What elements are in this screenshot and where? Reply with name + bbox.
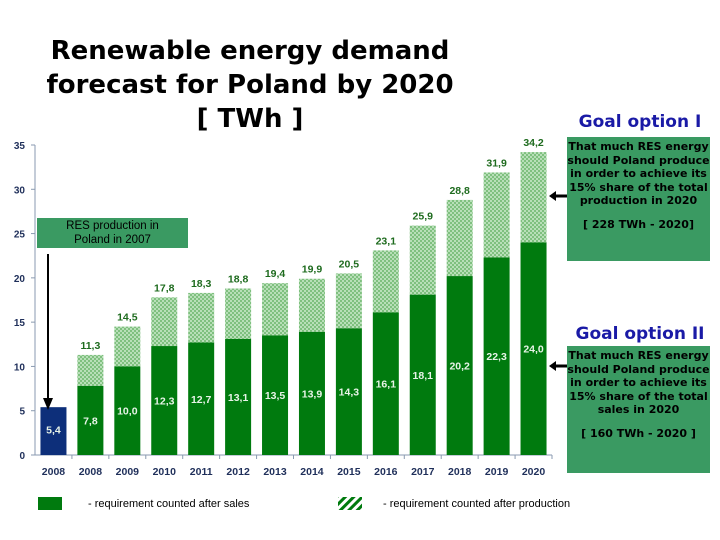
bar-value-label: 13,1 bbox=[228, 392, 249, 404]
legend-label-sales: - requirement counted after sales bbox=[88, 498, 250, 510]
bar-value-label: 13,5 bbox=[265, 390, 286, 402]
bar-total-label: 28,8 bbox=[449, 185, 470, 197]
y-tick-label: 0 bbox=[19, 451, 25, 462]
bar-total-label: 19,9 bbox=[302, 264, 323, 276]
bar-sales-requirement bbox=[298, 331, 325, 455]
x-tick-label: 2020 bbox=[522, 466, 546, 478]
bar-production-requirement bbox=[446, 199, 473, 277]
goal-option-2-title: Goal option II bbox=[575, 324, 705, 344]
chart-title: Renewable energy demand forecast for Pol… bbox=[30, 34, 470, 136]
x-tick-label: 2014 bbox=[300, 466, 324, 478]
bar-sales-requirement bbox=[77, 385, 104, 455]
bar-production-requirement bbox=[483, 172, 510, 258]
x-tick-label: 2017 bbox=[411, 466, 435, 478]
bar-total-label: 25,9 bbox=[413, 211, 434, 223]
title-line: forecast for Poland by 2020 bbox=[46, 70, 454, 100]
goal-option-1-title: Goal option I bbox=[578, 112, 702, 132]
bar-sales-requirement bbox=[188, 342, 215, 455]
bar-total-label: 34,2 bbox=[523, 137, 544, 149]
x-tick-label: 2018 bbox=[448, 466, 472, 478]
goal-option-1-text: That much RES energy should Poland produ… bbox=[567, 140, 710, 207]
bar-production-requirement bbox=[372, 250, 399, 313]
legend-swatch-production bbox=[338, 497, 362, 510]
x-tick-label: 2009 bbox=[116, 466, 140, 478]
bar-sales-requirement bbox=[335, 328, 362, 455]
bar-total-label: 17,8 bbox=[154, 282, 175, 294]
bar-value-label: 5,4 bbox=[46, 424, 61, 436]
bar-sales-requirement bbox=[483, 257, 510, 455]
bar-production-requirement bbox=[225, 288, 252, 339]
bar-total-label: 14,5 bbox=[117, 312, 138, 324]
title-line: [ TWh ] bbox=[196, 104, 304, 134]
bar-value-label: 7,8 bbox=[83, 415, 98, 427]
x-tick-label: 2011 bbox=[190, 466, 213, 478]
x-tick-label: 2016 bbox=[374, 466, 398, 478]
arrowhead-icon bbox=[549, 361, 556, 371]
arrowhead-icon bbox=[43, 398, 53, 410]
y-tick-label: 30 bbox=[14, 185, 26, 196]
bar-production-requirement bbox=[188, 292, 215, 343]
x-tick-label: 2008 bbox=[42, 466, 66, 478]
x-tick-label: 2012 bbox=[226, 466, 250, 478]
bar-total-label: 19,4 bbox=[265, 268, 286, 280]
arrowhead-icon bbox=[549, 191, 556, 201]
bar-production-requirement bbox=[77, 354, 104, 386]
x-tick-label: 2008 bbox=[79, 466, 103, 478]
bar-production-requirement bbox=[151, 297, 178, 347]
x-tick-label: 2013 bbox=[263, 466, 287, 478]
x-tick-label: 2019 bbox=[485, 466, 509, 478]
goal-option-2-box: That much RES energy should Poland produ… bbox=[567, 346, 710, 473]
goal-option-2-value: [ 160 TWh - 2020 ] bbox=[581, 426, 696, 440]
bar-value-label: 12,7 bbox=[191, 394, 212, 406]
bar-production-requirement bbox=[335, 273, 362, 329]
y-tick-label: 15 bbox=[14, 318, 26, 329]
goal-option-1-box: That much RES energy should Poland produ… bbox=[567, 137, 710, 261]
bar-sales-requirement bbox=[262, 335, 289, 455]
bar-value-label: 22,3 bbox=[486, 351, 507, 363]
title-line: Renewable energy demand bbox=[50, 36, 450, 66]
y-tick-label: 5 bbox=[19, 407, 25, 418]
y-tick-label: 20 bbox=[14, 274, 26, 285]
bar-value-label: 10,0 bbox=[117, 406, 138, 418]
bar-total-label: 31,9 bbox=[486, 157, 507, 169]
bar-value-label: 14,3 bbox=[339, 387, 360, 399]
x-tick-label: 2015 bbox=[337, 466, 361, 478]
bar-total-label: 11,3 bbox=[80, 340, 100, 352]
bar-sales-requirement bbox=[225, 338, 252, 455]
bar-sales-requirement bbox=[446, 276, 473, 455]
x-tick-label: 2010 bbox=[153, 466, 177, 478]
bar-value-label: 24,0 bbox=[523, 344, 544, 356]
bar-2007-production bbox=[40, 407, 67, 455]
goal-option-1-value: [ 228 TWh - 2020] bbox=[583, 217, 694, 231]
bar-production-requirement bbox=[520, 152, 547, 243]
bar-total-label: 20,5 bbox=[339, 258, 360, 270]
y-tick-label: 25 bbox=[14, 230, 26, 241]
bar-value-label: 12,3 bbox=[154, 396, 175, 408]
legend-label-production: - requirement counted after production bbox=[383, 498, 571, 510]
bar-total-label: 18,8 bbox=[228, 273, 249, 285]
bar-value-label: 18,1 bbox=[413, 370, 434, 382]
bar-sales-requirement bbox=[409, 294, 436, 455]
goal-option-2-text: That much RES energy should Poland produ… bbox=[567, 349, 710, 416]
bar-sales-requirement bbox=[372, 312, 399, 455]
bar-production-requirement bbox=[298, 278, 325, 332]
bar-total-label: 18,3 bbox=[191, 278, 212, 290]
bar-total-label: 23,1 bbox=[376, 235, 397, 247]
bar-production-requirement bbox=[409, 225, 436, 295]
y-tick-label: 10 bbox=[14, 362, 26, 373]
y-tick-label: 35 bbox=[14, 141, 26, 152]
bar-production-requirement bbox=[114, 326, 141, 367]
bar-sales-requirement bbox=[151, 346, 178, 455]
res-production-callout: RES production in Poland in 2007 bbox=[37, 218, 188, 248]
bar-sales-requirement bbox=[520, 242, 547, 455]
bar-value-label: 13,9 bbox=[302, 388, 323, 400]
bar-production-requirement bbox=[262, 283, 289, 336]
legend-swatch-sales bbox=[38, 497, 62, 510]
bar-value-label: 16,1 bbox=[376, 379, 397, 391]
bar-sales-requirement bbox=[114, 366, 141, 455]
bar-value-label: 20,2 bbox=[449, 361, 470, 373]
